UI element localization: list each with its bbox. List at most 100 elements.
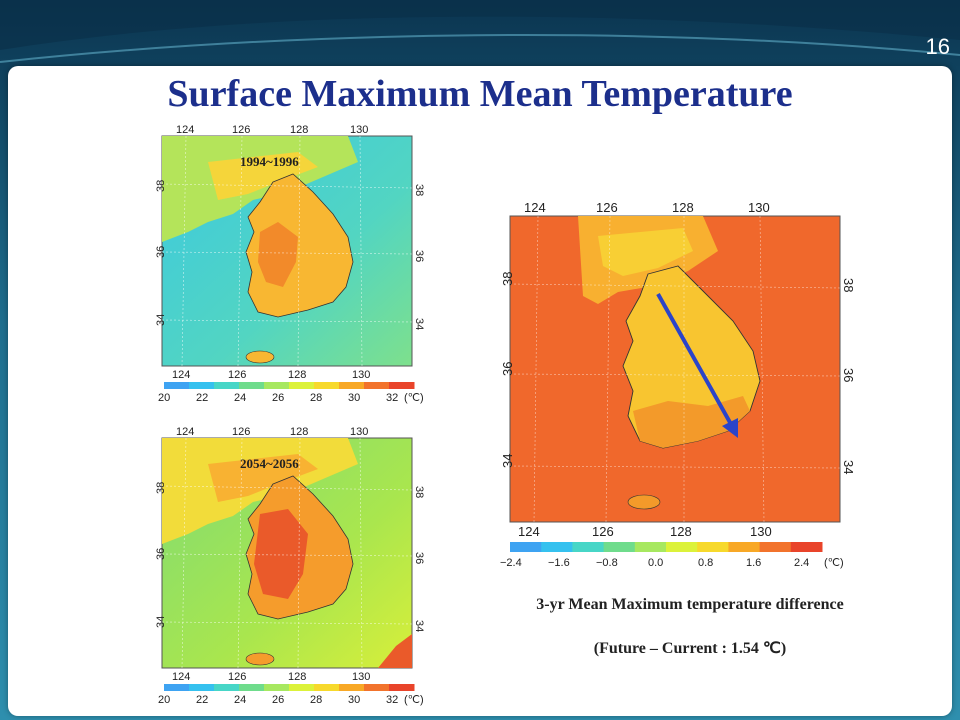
- lon-tick: 128: [672, 200, 694, 215]
- period-label-future: 2054~2056: [240, 456, 299, 471]
- colorbar-tick: 26: [272, 694, 284, 706]
- colorbar-swatch: [339, 382, 365, 389]
- colorbar-difference: [510, 542, 823, 552]
- colorbar-swatch: [314, 382, 340, 389]
- colorbar-swatch: [510, 542, 542, 552]
- colorbar-tick: 26: [272, 392, 284, 404]
- lon-tick: 124: [524, 200, 546, 215]
- colorbar-swatch: [214, 382, 240, 389]
- colorbar-tick: 22: [196, 694, 208, 706]
- map-difference: 124 126 128 130 124 126 128 130 38 36 34…: [488, 196, 858, 576]
- lat-tick: 34: [155, 616, 167, 628]
- colorbar-tick: 24: [234, 392, 246, 404]
- lon-tick: 130: [350, 124, 368, 136]
- colorbar-swatch: [389, 382, 415, 389]
- map-future: 2054~2056 124 126 128 130 124 126 128 13…: [148, 424, 438, 714]
- colorbar-swatch: [314, 684, 340, 691]
- lon-tick: 124: [172, 671, 190, 683]
- colorbar-tick: −2.4: [500, 557, 522, 569]
- colorbar-current: [164, 382, 415, 389]
- colorbar-swatch: [214, 684, 240, 691]
- lat-tick: 36: [413, 552, 425, 564]
- colorbar-swatch: [634, 542, 667, 552]
- lon-tick: 124: [518, 524, 540, 539]
- map-future-jeju: [245, 652, 275, 666]
- lat-tick: 36: [155, 246, 167, 258]
- map-difference-jeju: [627, 494, 661, 510]
- colorbar-swatch: [239, 684, 265, 691]
- lon-tick: 130: [352, 671, 370, 683]
- lon-tick: 126: [232, 124, 250, 136]
- colorbar-swatch: [164, 684, 190, 691]
- lon-tick: 128: [290, 426, 308, 438]
- lon-tick: 128: [290, 124, 308, 136]
- lon-tick: 130: [750, 524, 772, 539]
- map-current-hot-spot: [258, 222, 298, 287]
- colorbar-tick: 22: [196, 392, 208, 404]
- colorbar-tick: 28: [310, 694, 322, 706]
- header-swoosh: [0, 0, 960, 63]
- lat-tick: 36: [500, 362, 515, 376]
- colorbar-swatch: [364, 382, 390, 389]
- lat-tick: 36: [155, 548, 167, 560]
- lat-tick: 38: [500, 272, 515, 286]
- colorbar-swatch: [289, 382, 315, 389]
- lon-tick: 126: [596, 200, 618, 215]
- lon-tick: 126: [232, 426, 250, 438]
- colorbar-swatch: [264, 684, 290, 691]
- lat-tick: 38: [413, 486, 425, 498]
- slide-number: 16: [925, 34, 950, 59]
- lat-tick: 34: [155, 314, 167, 326]
- colorbar-tick: −0.8: [596, 557, 618, 569]
- colorbar-swatch: [541, 542, 573, 552]
- colorbar-tick: 0.8: [698, 557, 713, 569]
- colorbar-swatch: [189, 382, 215, 389]
- colorbar-swatch: [264, 382, 290, 389]
- colorbar-swatch: [239, 382, 265, 389]
- colorbar-future: [164, 684, 415, 691]
- colorbar-tick: 0.0: [648, 557, 663, 569]
- colorbar-tick: −1.6: [548, 557, 570, 569]
- lon-tick: 126: [228, 671, 246, 683]
- colorbar-swatch: [572, 542, 605, 552]
- colorbar-swatch: [728, 542, 761, 552]
- caption-line-2: (Future – Current : 1.54 ℃): [593, 640, 787, 657]
- colorbar-unit: (℃): [824, 557, 844, 569]
- lon-tick: 130: [748, 200, 770, 215]
- colorbar-tick: 2.4: [794, 557, 809, 569]
- lat-tick: 34: [841, 460, 856, 474]
- lon-tick: 124: [172, 369, 190, 381]
- colorbar-swatch: [189, 684, 215, 691]
- map-current: 1994~1996 124 126 128 130 124 126 128 13…: [148, 122, 438, 412]
- lat-tick: 34: [413, 318, 425, 330]
- lon-tick: 128: [288, 671, 306, 683]
- lon-tick: 126: [228, 369, 246, 381]
- lat-tick: 38: [155, 180, 167, 192]
- map-future-land-interior: [208, 454, 318, 502]
- colorbar-swatch: [697, 542, 729, 552]
- colorbar-swatch: [759, 542, 792, 552]
- colorbar-swatch: [790, 542, 823, 552]
- colorbar-unit: (℃): [404, 392, 424, 404]
- period-label-current: 1994~1996: [240, 154, 299, 169]
- colorbar-tick: 32: [386, 392, 398, 404]
- caption-line-1: 3-yr Mean Maximum temperature difference: [536, 596, 844, 613]
- colorbar-unit: (℃): [404, 694, 424, 706]
- colorbar-tick: 20: [158, 694, 170, 706]
- colorbar-tick: 20: [158, 392, 170, 404]
- colorbar-swatch: [289, 684, 315, 691]
- slide-title: Surface Maximum Mean Temperature: [167, 73, 793, 115]
- arrow-head: [722, 418, 738, 438]
- map-difference-interior: [598, 228, 693, 276]
- colorbar-swatch: [164, 382, 190, 389]
- map-current-jeju: [245, 350, 275, 364]
- lat-tick: 38: [413, 184, 425, 196]
- colorbar-swatch: [339, 684, 365, 691]
- colorbar-tick: 30: [348, 694, 360, 706]
- colorbar-swatch: [603, 542, 636, 552]
- map-future-hot-spot: [254, 509, 308, 599]
- lon-tick: 124: [176, 124, 194, 136]
- colorbar-swatch: [364, 684, 390, 691]
- colorbar-tick: 30: [348, 392, 360, 404]
- colorbar-tick: 24: [234, 694, 246, 706]
